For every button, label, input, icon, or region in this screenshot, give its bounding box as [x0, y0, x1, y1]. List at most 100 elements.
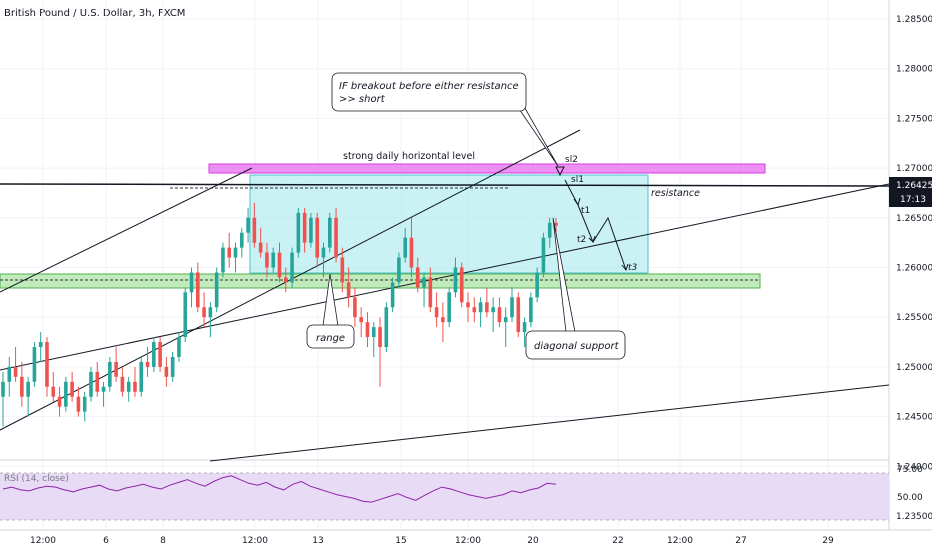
candle: [189, 267, 194, 308]
candle: [309, 212, 313, 248]
candle: [7, 356, 12, 397]
resistance-line[interactable]: [0, 183, 890, 187]
candle: [170, 351, 175, 382]
callout-diagonal-support-text: diagonal support: [534, 341, 620, 352]
candle: [265, 242, 269, 278]
resistance-label: resistance: [651, 188, 700, 199]
candle: [89, 366, 93, 402]
candle: [70, 371, 74, 402]
price-tick-label: 1.24500: [896, 413, 932, 423]
candle: [1, 371, 5, 427]
candle: [145, 347, 150, 377]
lower-long-trend-line[interactable]: [209, 384, 890, 462]
rsi-band: [0, 473, 889, 520]
rsi-tick-50: 50.00: [897, 493, 923, 503]
candle: [441, 302, 445, 343]
sl2-label: sl2: [565, 155, 578, 165]
sl-marker: [555, 166, 565, 177]
candle: [158, 337, 162, 372]
time-tick-label: 13: [312, 536, 323, 546]
candle: [497, 297, 502, 328]
candle: [114, 347, 118, 382]
projection-arrowhead-3: [621, 263, 629, 272]
price-tick-label: 1.26000: [896, 264, 932, 274]
price-tick-label: 1.28500: [896, 15, 932, 25]
time-tick-label: 15: [395, 536, 406, 546]
time-tick-label: 12:00: [667, 536, 693, 546]
candle: [453, 257, 458, 298]
candle: [227, 232, 232, 268]
candle: [196, 262, 200, 313]
t3-label: t3: [628, 263, 638, 273]
symbol-title: British Pound / U.S. Dollar, 3h, FXCM: [4, 8, 185, 19]
t2-label: t2: [577, 235, 586, 245]
candle: [133, 366, 137, 397]
candle: [541, 232, 546, 278]
t1-label: t1: [581, 206, 590, 216]
candle: [327, 212, 332, 253]
candle: [390, 277, 395, 313]
candle: [177, 332, 181, 362]
callout-breakout[interactable]: IF breakout before either resistance >> …: [331, 72, 559, 167]
candle: [491, 297, 495, 333]
price-tick-label: 1.28000: [896, 65, 932, 75]
candle: [447, 287, 451, 328]
candle: [290, 247, 294, 288]
candle: [516, 292, 521, 338]
candle: [378, 317, 382, 387]
candle: [283, 267, 288, 293]
candle: [202, 292, 206, 328]
candle: [82, 391, 87, 422]
candle: [485, 287, 489, 318]
price-tick-label: 1.27500: [896, 114, 932, 124]
candle: [26, 376, 30, 417]
candle: [64, 376, 68, 412]
diagonal-support-line[interactable]: [0, 183, 890, 371]
candle: [271, 247, 276, 273]
projection-arrowhead-1: [573, 197, 581, 207]
candle: [139, 356, 144, 397]
candle: [183, 287, 188, 343]
candle: [164, 356, 169, 387]
time-tick-label: 22: [612, 536, 623, 546]
candle: [126, 376, 131, 402]
candle: [95, 361, 100, 397]
rsi-label: RSI (14, close): [4, 474, 69, 484]
strong-daily-zone[interactable]: [208, 163, 766, 174]
candle: [32, 342, 37, 387]
candle: [384, 302, 389, 352]
candle: [334, 207, 338, 263]
candle: [371, 322, 376, 357]
candle: [108, 356, 112, 392]
time-tick-label: 27: [735, 536, 746, 546]
time-axis[interactable]: 12:00 6 8 12:00 13 15 12:00 20 22 12:00 27 29: [30, 536, 834, 546]
candle: [422, 272, 426, 308]
upper-channel-line[interactable]: [0, 167, 253, 293]
time-tick-label: 6: [103, 536, 109, 546]
callout-diagonal-support[interactable]: diagonal support: [525, 217, 626, 360]
callout-range[interactable]: range: [306, 273, 355, 349]
time-tick-label: 12:00: [242, 536, 268, 546]
candle: [428, 267, 433, 313]
last-price: 1.26425: [896, 181, 932, 191]
support-zone[interactable]: [0, 273, 761, 289]
candle: [252, 202, 257, 248]
candle: [120, 366, 125, 397]
candle: [522, 317, 527, 348]
candle: [415, 257, 420, 293]
candle: [258, 227, 263, 258]
time-tick-label: 20: [527, 536, 539, 546]
candles: [1, 202, 558, 427]
price-axis[interactable]: 1.28500 1.28000 1.27500 1.27000 1.26500 1.260…: [896, 15, 932, 522]
sl1-label: sl1: [571, 175, 584, 185]
price-tick-label: 1.27000: [896, 164, 932, 174]
candle: [76, 386, 81, 417]
candle: [101, 381, 106, 407]
candle: [466, 292, 470, 323]
candle: [13, 347, 18, 382]
candle: [208, 302, 213, 338]
candle: [57, 386, 62, 417]
candle: [51, 371, 56, 402]
bar-countdown: 17:13: [900, 195, 926, 205]
